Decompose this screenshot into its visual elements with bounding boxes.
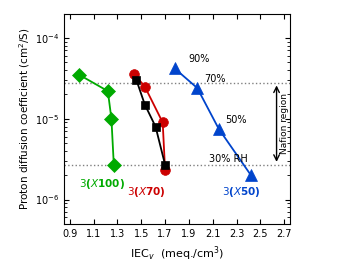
X-axis label: IEC$_{v}$  (meq./cm$^{3}$): IEC$_{v}$ (meq./cm$^{3}$) [130,244,224,263]
Text: $\it{3}$($\it{X}$50): $\it{3}$($\it{X}$50) [222,185,261,199]
Text: $\it{3}$($\it{X}$100): $\it{3}$($\it{X}$100) [79,177,125,191]
Text: 70%: 70% [204,74,226,84]
Text: 90%: 90% [189,54,210,64]
Text: 50%: 50% [226,115,247,125]
Y-axis label: Proton diffusion coefficient (cm$^{2}$/S): Proton diffusion coefficient (cm$^{2}$/S… [17,28,32,210]
Text: Nafion region: Nafion region [280,93,289,154]
Text: 30% RH: 30% RH [209,154,248,164]
Text: $\it{3}$($\it{X}$70): $\it{3}$($\it{X}$70) [127,185,165,199]
